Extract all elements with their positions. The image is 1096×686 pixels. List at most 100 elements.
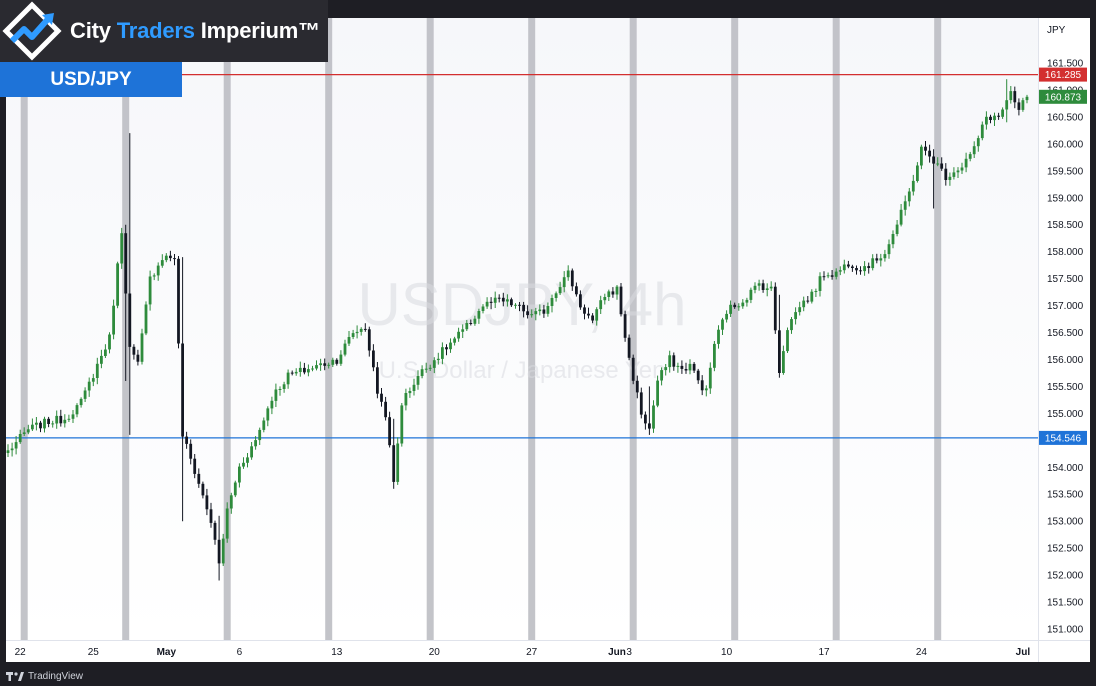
- candle-body: [1005, 100, 1009, 110]
- time-tick-label: Jun: [608, 647, 626, 658]
- candle-body: [749, 289, 753, 300]
- candle-body: [87, 381, 91, 391]
- candle-body: [1025, 96, 1029, 101]
- candle-body: [436, 358, 440, 361]
- candle-body: [806, 300, 810, 302]
- candle-body: [497, 297, 501, 299]
- time-tick-label: 13: [331, 647, 343, 658]
- candle-body: [948, 176, 952, 180]
- candle-body: [120, 233, 124, 264]
- price-tick-label: 155.000: [1047, 409, 1084, 420]
- resistance-price-tag: [1039, 67, 1087, 82]
- candle-body: [773, 286, 777, 331]
- candle-body: [652, 405, 655, 429]
- candle-body: [940, 163, 944, 169]
- candle-body: [136, 354, 140, 362]
- tradingview-label: TradingView: [28, 670, 84, 682]
- candle-body: [1009, 91, 1013, 101]
- candle-body: [976, 138, 980, 147]
- price-tick-label: 152.500: [1047, 544, 1084, 555]
- candle-body: [270, 400, 274, 409]
- candle-body: [891, 234, 895, 245]
- tradingview-logo-icon: [6, 672, 24, 681]
- candle-body: [108, 334, 111, 350]
- candle-body: [656, 380, 659, 406]
- candle-body: [160, 260, 164, 266]
- candle-body: [980, 124, 984, 139]
- candle-body: [579, 294, 582, 308]
- time-tick-label: 24: [916, 647, 928, 658]
- candle-body: [818, 276, 822, 291]
- session-band: [426, 18, 434, 640]
- candle-body: [83, 390, 87, 399]
- candle-body: [911, 180, 915, 192]
- candle-body: [233, 482, 237, 496]
- candle-body: [757, 283, 761, 286]
- brand-name-part1: City: [70, 18, 111, 43]
- candle-body: [684, 369, 688, 371]
- candle-body: [6, 450, 10, 453]
- candle-body: [164, 255, 168, 261]
- candle-body: [717, 329, 720, 344]
- candle-body: [826, 275, 830, 277]
- candles: [6, 79, 1029, 581]
- candle-body: [71, 414, 75, 419]
- candle-body: [562, 277, 566, 288]
- price-tick-label: 153.500: [1047, 490, 1084, 501]
- candle-body: [282, 384, 286, 389]
- candle-body: [907, 191, 911, 202]
- candle-body: [290, 372, 294, 374]
- candle-body: [416, 376, 420, 385]
- candle-body: [924, 146, 927, 151]
- support-price-label: 154.546: [1045, 433, 1082, 444]
- candle-body: [380, 393, 383, 402]
- price-tick-label: 151.500: [1047, 598, 1084, 609]
- time-tick-label: 3: [626, 647, 632, 658]
- candle-body: [794, 312, 797, 320]
- price-tick-label: 158.000: [1047, 247, 1084, 258]
- time-tick-label: 6: [237, 647, 243, 658]
- candle-body: [997, 115, 1000, 117]
- candle-body: [311, 368, 314, 370]
- price-tick-label: 161.500: [1047, 59, 1084, 70]
- session-band: [629, 18, 637, 640]
- candle-body: [530, 314, 534, 316]
- candle-body: [952, 172, 956, 177]
- brand-header: City Traders Imperium™: [0, 0, 328, 62]
- candle-body: [631, 357, 635, 381]
- time-axis[interactable]: 22 25 May 6 13 20 27 Jun 3 10 17 24 Jul: [15, 647, 1031, 658]
- candle-body: [359, 328, 363, 332]
- tradingview-attribution[interactable]: TradingView: [6, 668, 83, 684]
- candle-body: [916, 165, 919, 181]
- candle-body: [570, 270, 574, 287]
- candle-body: [100, 355, 103, 364]
- watermark: USDJPY, 4h U.S. Dollar / Japanese Yen: [357, 271, 686, 384]
- candle-body: [704, 388, 708, 391]
- candle-body: [400, 405, 404, 444]
- candle-body: [1013, 91, 1017, 103]
- candle-body: [177, 258, 180, 344]
- brand-logo-icon: [2, 1, 62, 61]
- candle-body: [830, 275, 834, 277]
- candle-body: [542, 309, 546, 314]
- candle-body: [384, 401, 387, 418]
- candle-body: [26, 429, 30, 433]
- price-labels: 161.285 154.546 160.873: [1039, 67, 1087, 445]
- candle-body: [412, 384, 416, 391]
- candle-body: [725, 313, 728, 320]
- candle-body: [798, 307, 802, 313]
- candle-body: [611, 291, 615, 295]
- candle-body: [842, 264, 846, 271]
- candle-body: [899, 209, 903, 225]
- candle-body: [895, 224, 899, 234]
- candle-body: [10, 448, 14, 451]
- candle-body: [477, 311, 481, 319]
- candle-body: [506, 299, 509, 302]
- candle-body: [867, 266, 871, 268]
- candle-body: [31, 424, 34, 430]
- candle-body: [692, 363, 696, 371]
- candle-body: [445, 347, 448, 350]
- candle-body: [124, 233, 128, 294]
- candle-body: [181, 343, 184, 437]
